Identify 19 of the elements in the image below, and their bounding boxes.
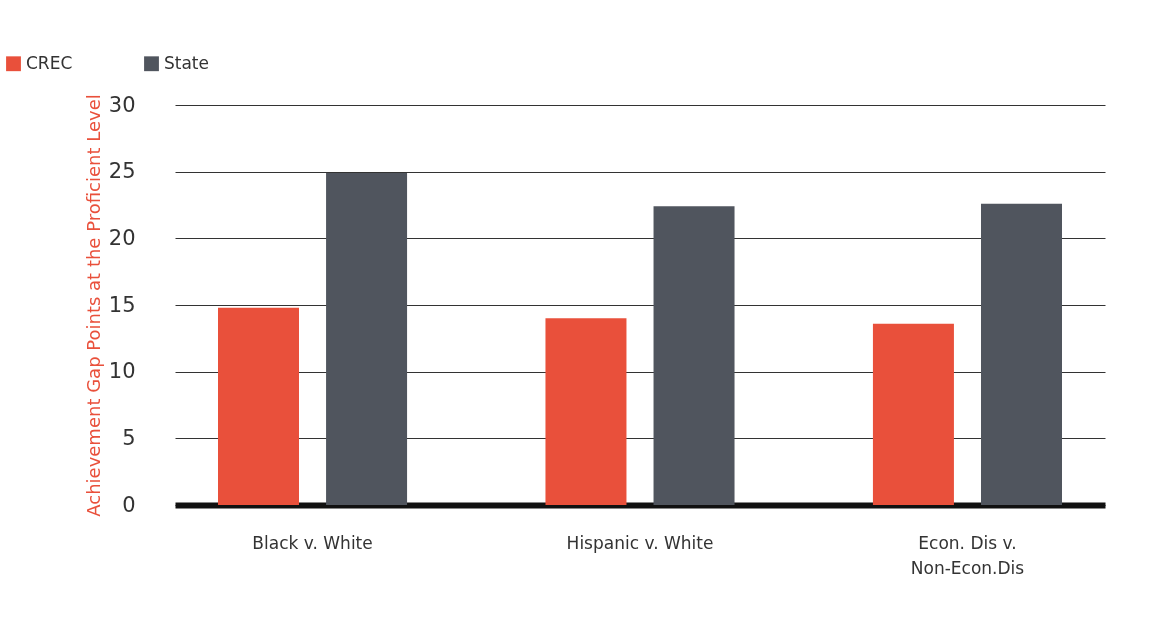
bar xyxy=(653,206,735,505)
bar xyxy=(872,323,954,505)
legend-label: State xyxy=(164,52,209,73)
legend-label: CREC xyxy=(26,52,73,73)
bar xyxy=(545,318,627,505)
y-tick-label: 15 xyxy=(108,292,136,317)
y-tick-label: 25 xyxy=(108,159,136,184)
y-tick-label: 0 xyxy=(122,492,136,517)
x-tick-label: Econ. Dis v. Non-Econ.Dis xyxy=(910,532,1025,578)
x-tick-label: Black v. White xyxy=(252,532,373,553)
bar xyxy=(981,203,1062,505)
x-tick-label: Hispanic v. White xyxy=(566,532,714,553)
y-tick-label: 5 xyxy=(122,425,136,450)
y-axis-title: Achievement Gap Points at the Proficient Level xyxy=(82,94,104,517)
y-tick-label: 20 xyxy=(108,225,136,250)
y-tick-label: 10 xyxy=(108,359,136,384)
bar xyxy=(326,173,408,505)
y-tick-label: 30 xyxy=(108,92,136,117)
bar xyxy=(218,307,299,505)
